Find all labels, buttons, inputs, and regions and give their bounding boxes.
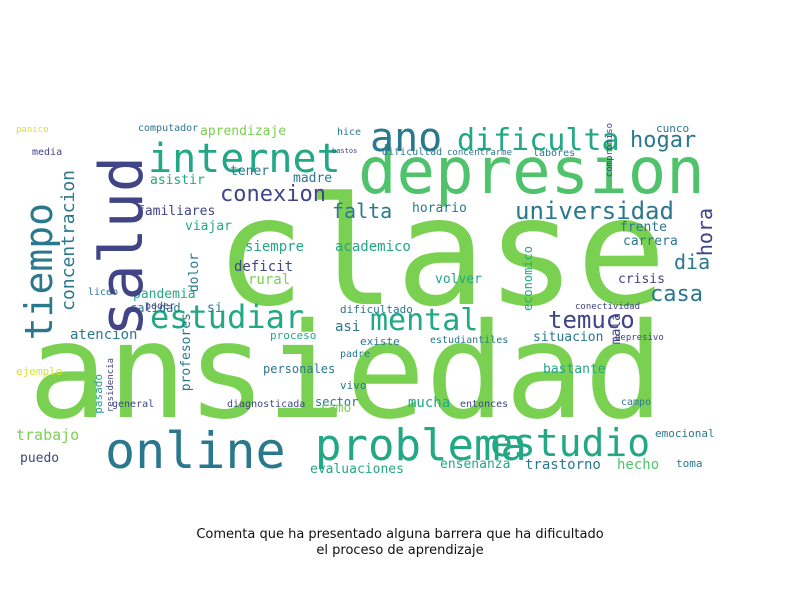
cloud-word-ramo: ramo <box>320 401 352 416</box>
cloud-word-ano: ano <box>370 118 443 161</box>
cloud-word-carrera: carrera <box>623 234 678 249</box>
cloud-word-tiempo: tiempo <box>17 203 61 341</box>
cloud-word-atencion: atencion <box>70 327 138 343</box>
cloud-word-calidad: calidad <box>130 301 181 315</box>
cloud-word-temuco: temuco <box>548 306 635 334</box>
cloud-word-viajar: viajar <box>185 219 232 234</box>
cloud-word-concentrarme: concentrarme <box>447 148 513 158</box>
cloud-word-hogar: hogar <box>630 128 697 153</box>
cloud-word-proceso: proceso <box>270 329 317 342</box>
cloud-word-aprendizaje: aprendizaje <box>200 124 287 139</box>
cloud-word-academico: academico <box>335 239 411 255</box>
cloud-word-mala: mala <box>609 313 624 345</box>
word-cloud: ansiedad clase depresion online problema estu… <box>10 118 800 493</box>
cloud-word-puedo: puedo <box>20 451 60 466</box>
cloud-word-ansiedad: ansiedad <box>28 295 664 449</box>
cloud-word-cunco: cunco <box>656 122 690 135</box>
cloud-word-economico: economico <box>521 246 535 312</box>
cloud-word-hora: hora <box>693 208 717 257</box>
cloud-word-entonces: entonces <box>460 399 509 410</box>
cloud-word-deficit: deficit <box>234 259 294 275</box>
cloud-word-dolor: dolor <box>187 253 202 293</box>
cloud-word-existe: existe <box>360 335 400 348</box>
cloud-word-dia: dia <box>674 250 711 274</box>
cloud-word-conexion: conexion <box>220 182 326 207</box>
cloud-word-bastos: bastos <box>332 147 358 155</box>
cloud-word-estudio: estudio <box>490 421 651 465</box>
caption-line-1: Comenta que ha presentado alguna barrera… <box>196 527 604 542</box>
cloud-word-dificultado: dificultado <box>340 303 413 316</box>
cloud-word-mental: mental <box>370 303 479 338</box>
cloud-word-volver: volver <box>435 272 482 287</box>
cloud-word-hice: hice <box>337 127 362 138</box>
cloud-word-liceo: liceo <box>88 287 119 298</box>
cloud-word-crisis: crisis <box>618 272 665 287</box>
cloud-word-trastorno: trastorno <box>525 457 601 473</box>
cloud-word-trabajo: trabajo <box>16 426 80 444</box>
cloud-word-vivo: vivo <box>340 379 367 392</box>
cloud-word-profesores: profesores <box>179 313 194 392</box>
cloud-word-evaluaciones: evaluaciones <box>310 462 404 477</box>
cloud-word-estudiantiles: estudiantiles <box>430 335 509 346</box>
cloud-word-asistir: asistir <box>150 173 205 188</box>
cloud-word-estudiar: estudiar <box>150 298 305 336</box>
cloud-word-depresion: depresion <box>358 135 705 209</box>
cloud-word-emocional: emocional <box>655 427 715 440</box>
cloud-word-media: media <box>32 147 63 158</box>
cloud-word-pandemia: pandemia <box>133 287 196 302</box>
cloud-word-conectividad: conectividad <box>575 302 641 312</box>
cloud-word-ensenanza: ensenanza <box>440 457 511 472</box>
cloud-word-labores: labores <box>533 148 576 159</box>
cloud-word-mucha: mucha <box>408 395 451 411</box>
cloud-word-bastante: bastante <box>543 362 606 377</box>
caption-line-2: el proceso de aprendizaje <box>316 543 484 558</box>
cloud-word-computador: computador <box>138 123 199 134</box>
cloud-word-internet: internet <box>148 136 341 182</box>
cloud-word-casa: casa <box>650 282 703 307</box>
cloud-word-personales: personales <box>263 362 336 376</box>
cloud-word-sector: sector <box>315 395 359 409</box>
cloud-word-hecho: hecho <box>617 457 660 473</box>
cloud-word-clase: clase <box>215 166 667 340</box>
cloud-word-tener: tener <box>230 164 270 179</box>
cloud-word-online: online <box>105 422 286 480</box>
cloud-word-residencia: residencia <box>106 358 116 413</box>
cloud-word-toma: toma <box>676 457 703 470</box>
cloud-word-panico: panico <box>16 125 49 135</box>
cloud-word-concentracion: concentracion <box>58 170 79 311</box>
cloud-word-si: si <box>207 301 223 316</box>
cloud-word-frente: frente <box>620 220 667 235</box>
cloud-word-depresivo: depresivo <box>615 333 664 343</box>
cloud-word-siempre: siempre <box>245 239 305 255</box>
cloud-word-madre: madre <box>293 171 333 186</box>
cloud-word-salud: salud <box>87 156 157 337</box>
cloud-word-poder: poder <box>145 301 176 312</box>
cloud-word-compromiso: compromiso <box>605 123 615 178</box>
cloud-word-rural: rural <box>248 272 291 288</box>
cloud-word-padre: padre <box>340 349 371 360</box>
cloud-word-falta: falta <box>332 199 393 223</box>
cloud-word-problema: problema <box>315 420 527 471</box>
cloud-word-horario: horario <box>412 201 467 216</box>
cloud-word-situacion: situacion <box>533 330 604 345</box>
cloud-word-general: general <box>112 399 155 410</box>
figure-caption: Comenta que ha presentado alguna barrera… <box>0 527 800 559</box>
cloud-word-universidad: universidad <box>515 197 674 225</box>
cloud-word-dificulta: dificulta <box>457 123 620 158</box>
cloud-word-ejemplo: ejemplo <box>16 365 63 378</box>
cloud-word-pasado: pasado <box>92 374 105 414</box>
cloud-word-familiares: familiares <box>137 204 216 219</box>
cloud-word-campo: campo <box>621 397 652 408</box>
cloud-word-diagnosticada: diagnosticada <box>227 399 306 410</box>
cloud-word-asi: asi <box>335 319 361 335</box>
cloud-word-dificultad: dificultad <box>382 147 443 158</box>
